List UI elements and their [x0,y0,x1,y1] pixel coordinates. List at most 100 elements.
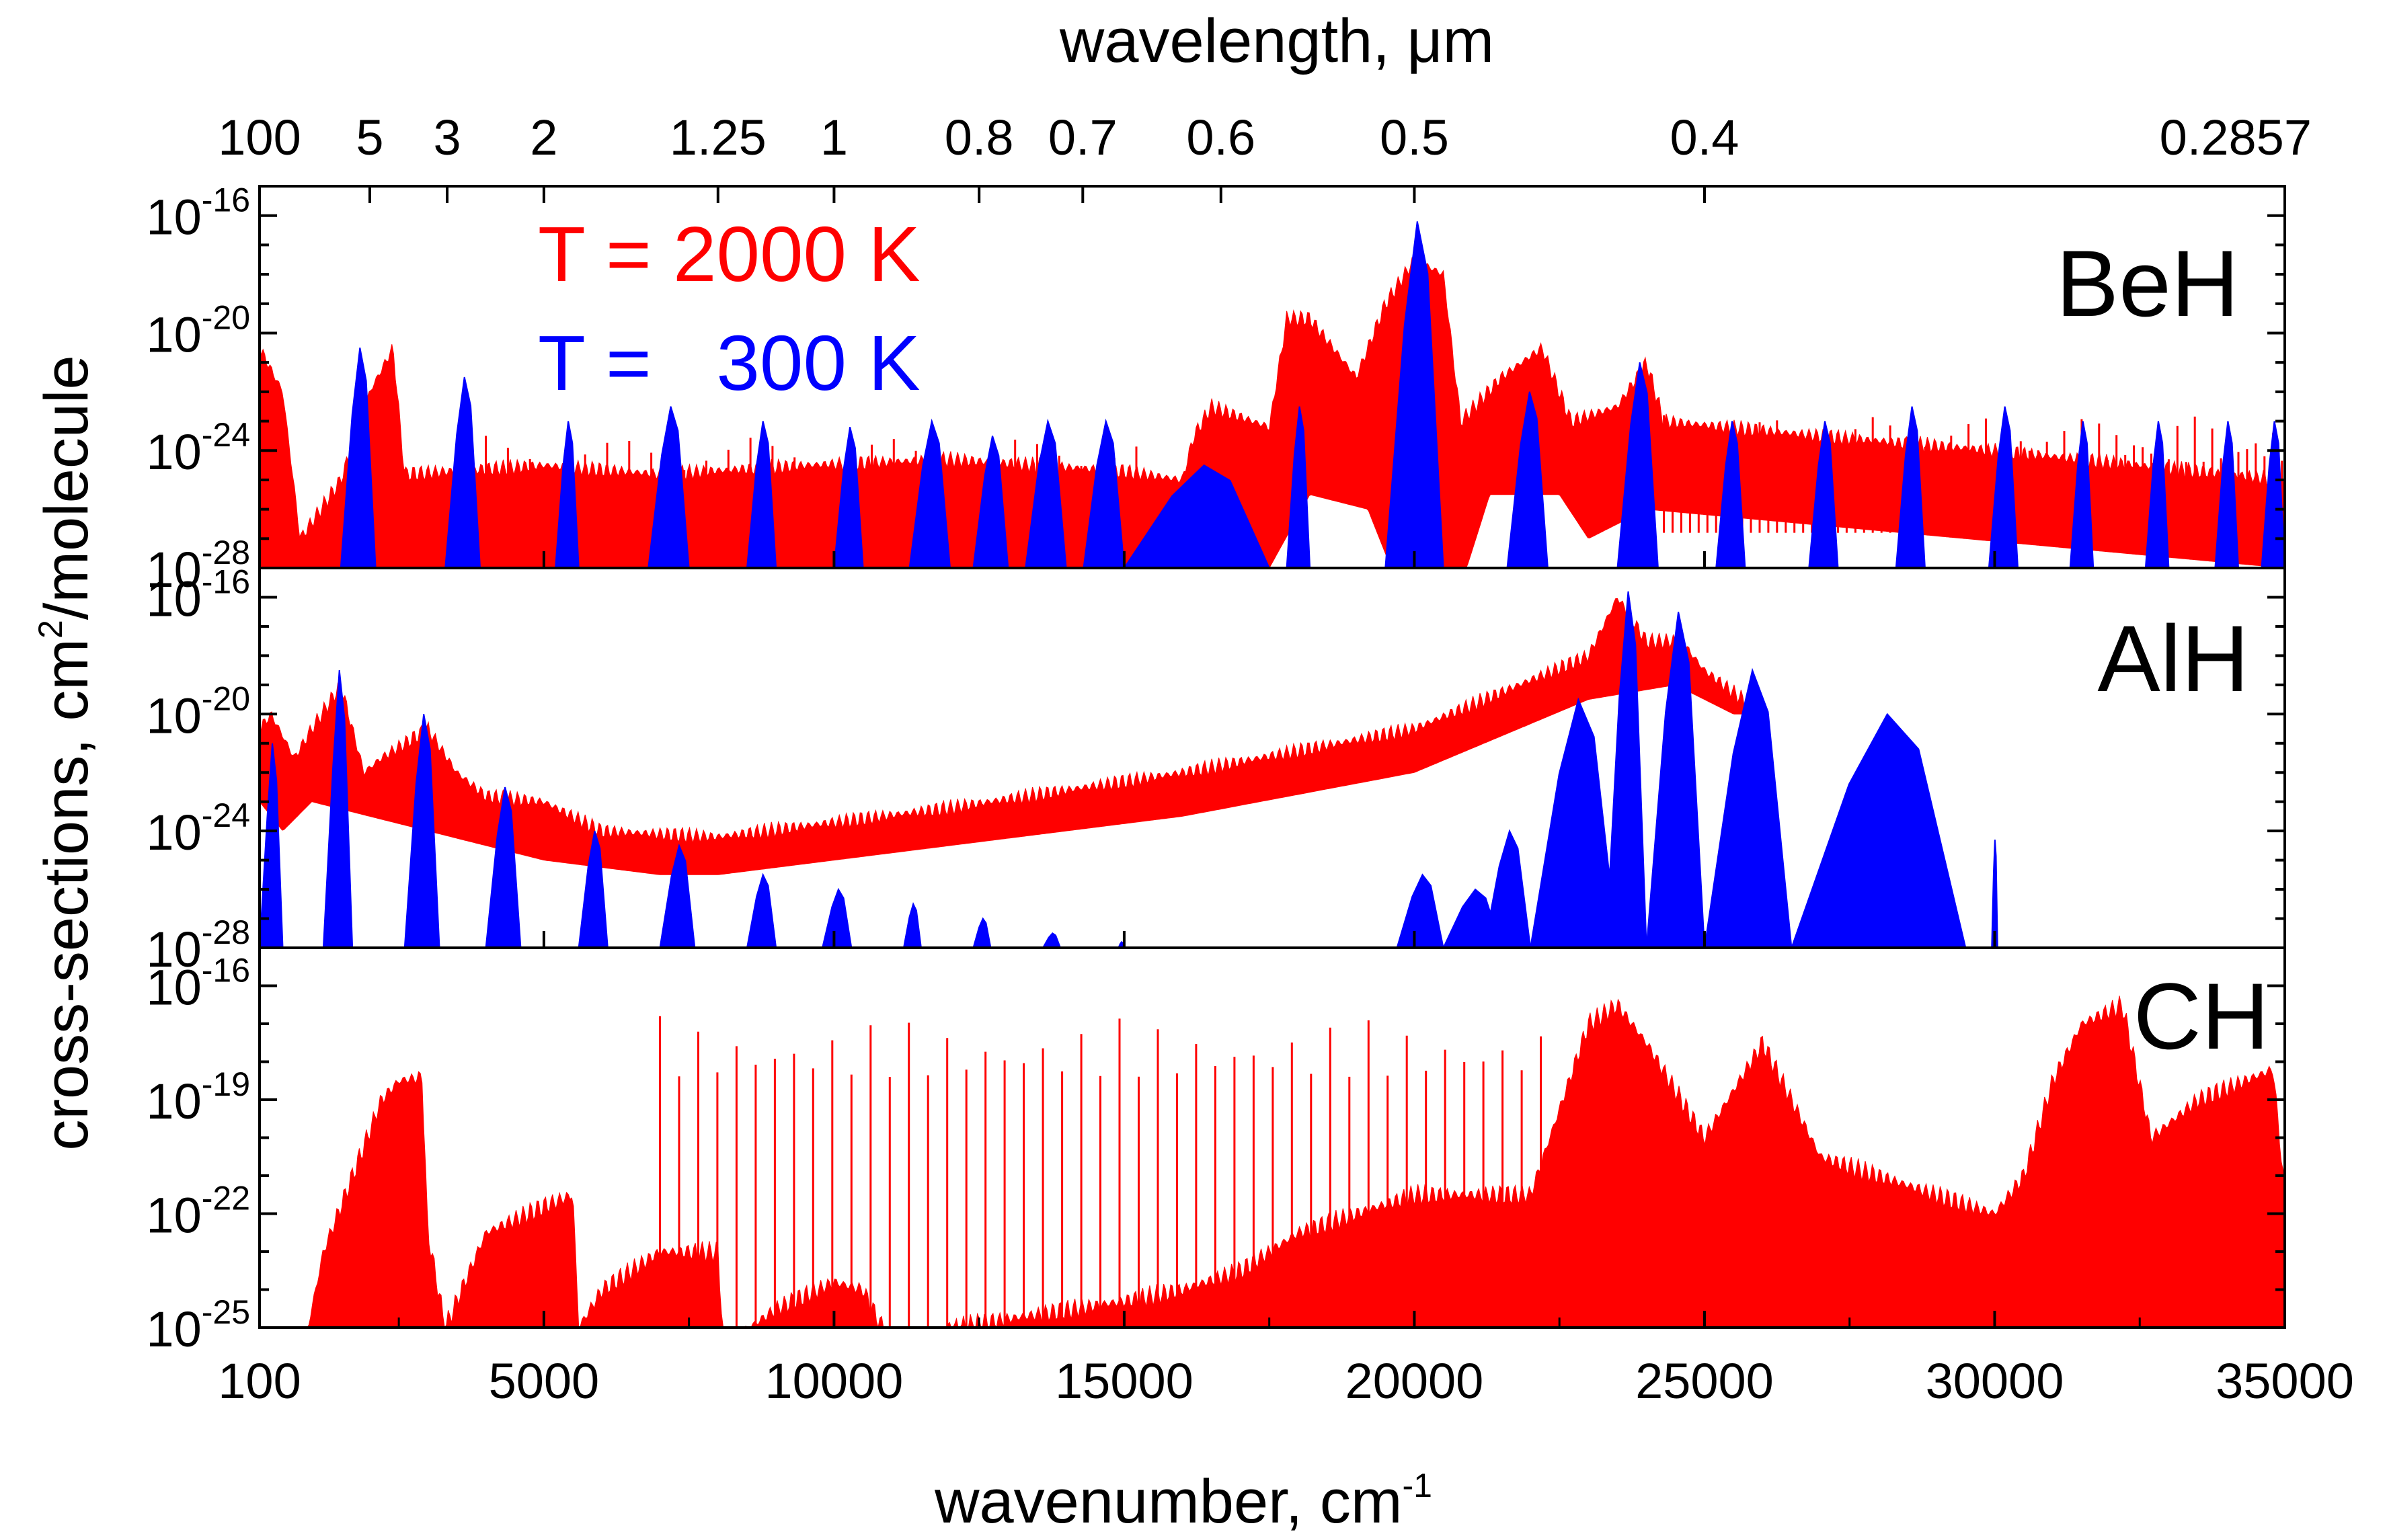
band-beh-cold-10 [1123,464,1270,568]
band-beh-cold-5 [833,427,864,568]
band-alh-cold-8 [902,902,922,948]
toptick-label: 0.5 [1380,110,1449,165]
band-alh-cold-9 [972,917,992,948]
toptick-label: 0.8 [945,110,1014,165]
band-beh-cold-1 [444,376,481,568]
band-alh-cold-4 [578,830,609,948]
ytick-base: 10 [146,190,201,245]
tick-marks [258,185,2286,1329]
band-beh-cold-11 [1286,406,1311,568]
band-beh-cold-21 [2214,421,2240,568]
ytick-base: 10 [146,571,201,626]
ytick-exp: -19 [202,1065,250,1103]
band-beh-cold-17 [1895,406,1926,568]
toptick-label: 0.6 [1186,110,1255,165]
series-area-ch-hot [300,996,2285,1328]
band-beh-cold-19 [2069,421,2095,568]
band-beh-cold-16 [1808,421,1839,568]
panel-label-alh: AlH [2097,606,2249,711]
band-alh-cold-6 [746,873,777,948]
ytick-exp: -16 [202,181,250,219]
ytick-label-ch: 10-19 [146,1065,250,1129]
ytick-base: 10 [146,1188,201,1244]
panel-data-alh [260,591,1998,948]
ytick-label-beh: 10-16 [146,181,250,245]
toptick-label: 2 [530,110,557,165]
toptick-label: 100 [218,110,301,165]
band-alh-cold-3 [485,786,522,948]
text-layer: wavelength, μm wavenumber, cm-1 cross-se… [32,7,2354,1536]
band-alh-cold-14 [1483,829,1532,948]
ytick-exp: -28 [202,534,250,571]
x-axis-title-main: wavenumber, cm [934,1467,1402,1536]
ytick-exp: -24 [202,416,250,454]
ytick-label-ch: 10-16 [146,952,250,1016]
band-alh-cold-12 [1396,873,1444,948]
band-beh-cold-12 [1384,221,1444,568]
ytick-exp: -20 [202,298,250,336]
band-beh-cold-4 [746,421,777,568]
toptick-label: 0.2857 [2160,110,2312,165]
toptick-label: 5 [356,110,383,165]
ytick-base: 10 [146,688,201,743]
band-alh-cold-1 [322,670,354,948]
band-alh-cold-11 [1118,940,1125,948]
band-alh-cold-5 [659,843,696,948]
xtick-label: 5000 [489,1353,600,1409]
ytick-base: 10 [146,1073,201,1129]
ytick-base: 10 [146,542,201,598]
band-alh-cold-19 [1791,713,1967,948]
y-axis-title-main: cross-sections, cm [32,639,101,1151]
ytick-exp: -20 [202,680,250,717]
ytick-base: 10 [146,922,201,977]
data-layer [260,221,2285,1328]
toptick-label: 1.25 [670,110,767,165]
band-beh-cold-13 [1506,391,1549,568]
band-alh-cold-10 [1042,932,1062,948]
band-alh-cold-18 [1703,667,1793,948]
ytick-exp: -22 [202,1180,250,1217]
band-beh-cold-20 [2144,421,2170,568]
band-alh-cold-16 [1605,591,1647,948]
band-alh-cold-17 [1645,611,1706,948]
legend-hot: T = 2000 K [538,210,921,298]
ytick-base: 10 [146,1301,201,1357]
ytick-base: 10 [146,424,201,480]
ytick-label-ch: 10-25 [146,1293,250,1357]
ytick-exp: -16 [202,563,250,600]
band-beh-cold-8 [1025,418,1067,568]
ytick-exp: -16 [202,952,250,989]
xtick-label: 30000 [1926,1353,2064,1409]
xtick-label: 15000 [1055,1353,1194,1409]
ytick-label-alh: 10-20 [146,680,250,743]
band-beh-cold-18 [1988,406,2019,568]
y-axis-title: cross-sections, cm2/molecule [32,355,101,1150]
top-axis-title: wavelength, μm [1059,7,1494,75]
band-alh-cold-15 [1530,697,1618,948]
ytick-label-alh: 10-16 [146,563,250,626]
legend-cold: T = 300 K [538,319,921,407]
ytick-exp: -24 [202,797,250,834]
band-beh-cold-9 [1083,418,1125,568]
x-axis-title: wavenumber, cm-1 [934,1467,1432,1536]
ytick-exp: -28 [202,914,250,951]
band-alh-cold-7 [822,887,853,948]
toptick-label: 1 [820,110,848,165]
ytick-label-beh: 10-28 [146,534,250,598]
band-beh-cold-6 [908,418,951,568]
band-beh-cold-15 [1715,421,1746,568]
toptick-label: 3 [433,110,461,165]
ytick-base: 10 [146,805,201,860]
toptick-label: 0.7 [1048,110,1118,165]
band-beh-cold-2 [555,421,580,568]
ytick-label-ch: 10-22 [146,1180,250,1244]
panel-data-ch [300,996,2285,1328]
series-spikes-ch-hot-0 [659,1016,1542,1328]
panel-data-beh [260,221,2285,568]
ytick-exp: -25 [202,1293,250,1331]
y-axis-title-rest: /molecule [32,355,101,620]
band-beh-cold-14 [1616,362,1659,568]
xtick-label: 100 [218,1353,301,1409]
band-alh-cold-2 [403,714,440,948]
xtick-label: 20000 [1345,1353,1484,1409]
